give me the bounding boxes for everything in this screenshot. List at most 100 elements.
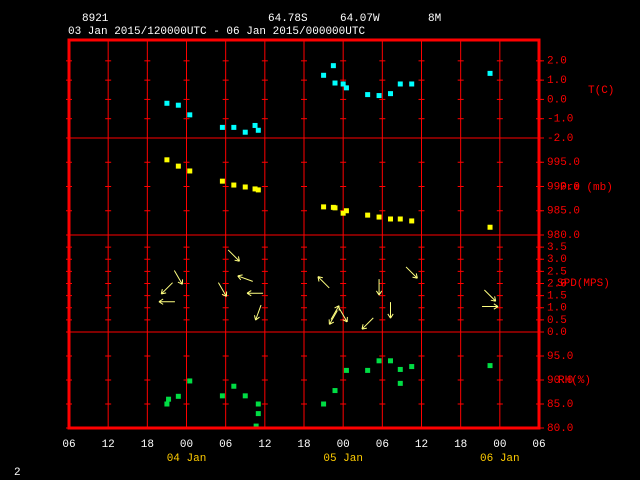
data-point: [397, 216, 403, 222]
x-tick-label: 06: [376, 439, 389, 451]
data-point: [219, 393, 225, 399]
x-tick-label: 12: [258, 439, 271, 451]
y-tick-label: 85.0: [547, 399, 573, 411]
data-point: [365, 212, 371, 218]
height: 8M: [428, 13, 441, 25]
data-point: [321, 72, 327, 78]
wind-arrow: [158, 298, 175, 305]
data-point: [409, 364, 415, 370]
plot-frame: [67, 38, 541, 430]
x-tick-label: 06: [219, 439, 232, 451]
data-point: [253, 423, 259, 429]
wind-arrow: [375, 279, 383, 296]
wind-arrow: [217, 282, 228, 297]
data-point: [321, 204, 327, 210]
y-tick-label: 0.0: [547, 94, 567, 106]
page-number: 2: [14, 467, 21, 479]
wind-arrow: [328, 310, 338, 325]
y-tick-label: 3.0: [547, 254, 567, 266]
data-point: [252, 186, 258, 192]
data-point: [332, 80, 338, 86]
y-tick-label: -1.0: [547, 114, 573, 126]
data-point: [219, 178, 225, 184]
data-point: [175, 163, 181, 169]
x-tick-label: 18: [297, 439, 310, 451]
y-tick-label: 90.0: [547, 375, 573, 387]
y-tick-label: -2.0: [547, 133, 573, 145]
y-tick-label: 1.5: [547, 291, 567, 303]
data-point: [387, 216, 393, 222]
data-point: [343, 208, 349, 214]
y-tick-label: 2.0: [547, 56, 567, 68]
latitude: 64.78S: [268, 13, 308, 25]
wind-arrow: [237, 274, 253, 282]
data-point: [487, 224, 493, 230]
data-point: [242, 393, 248, 399]
data-point: [487, 70, 493, 76]
y-axis-label: RH(%): [558, 375, 591, 387]
x-tick-label: 06: [532, 439, 545, 451]
y-tick-label: 80.0: [547, 423, 573, 435]
wind-arrow: [317, 276, 330, 289]
wind-arrow: [482, 303, 499, 310]
x-day-label: 04 Jan: [167, 453, 207, 465]
data-point: [164, 401, 170, 407]
wind-arrow: [227, 249, 240, 262]
x-tick-label: 06: [62, 439, 75, 451]
x-day-label: 05 Jan: [323, 453, 363, 465]
x-tick-label: 00: [493, 439, 506, 451]
y-tick-label: 3.5: [547, 242, 567, 254]
data-point: [397, 380, 403, 386]
wind-arrow: [173, 270, 184, 285]
data-point: [365, 367, 371, 373]
y-tick-label: 995.0: [547, 157, 580, 169]
data-point: [340, 210, 346, 216]
data-point: [252, 122, 258, 128]
data-point: [187, 112, 193, 118]
data-point: [387, 358, 393, 364]
data-point: [231, 383, 237, 389]
data-point: [376, 214, 382, 220]
data-point: [397, 81, 403, 87]
data-point: [242, 184, 248, 190]
longitude: 64.07W: [340, 13, 380, 25]
data-point: [376, 93, 382, 99]
x-tick-label: 00: [337, 439, 350, 451]
y-tick-label: 2.0: [547, 278, 567, 290]
wind-arrow: [361, 317, 374, 330]
y-tick-label: 95.0: [547, 351, 573, 363]
data-point: [330, 63, 336, 69]
wind-arrow: [254, 304, 262, 321]
data-point: [343, 367, 349, 373]
wind-arrow: [246, 290, 264, 297]
y-tick-label: 1.0: [547, 303, 567, 315]
data-point: [231, 124, 237, 130]
wind-arrow: [484, 289, 497, 302]
y-tick-label: 990.0: [547, 181, 580, 193]
data-point: [321, 401, 327, 407]
y-axis-label: T(C): [588, 85, 614, 97]
y-tick-label: 2.5: [547, 266, 567, 278]
data-point: [164, 100, 170, 106]
data-point: [332, 388, 338, 394]
x-tick-label: 00: [180, 439, 193, 451]
data-point: [343, 85, 349, 91]
x-tick-label: 12: [415, 439, 428, 451]
data-point: [255, 187, 261, 193]
wind-arrow: [405, 266, 418, 279]
y-tick-label: 0.5: [547, 315, 567, 327]
data-point: [255, 401, 261, 407]
data-point: [409, 81, 415, 87]
data-point: [164, 157, 170, 163]
y-tick-label: 0.0: [547, 327, 567, 339]
data-point: [397, 366, 403, 372]
y-axis-label: Pre (mb): [560, 182, 613, 194]
data-point: [340, 81, 346, 87]
x-tick-label: 12: [102, 439, 115, 451]
data-point: [242, 129, 248, 135]
data-point: [255, 127, 261, 133]
y-tick-label: 980.0: [547, 230, 580, 242]
data-point: [487, 363, 493, 369]
